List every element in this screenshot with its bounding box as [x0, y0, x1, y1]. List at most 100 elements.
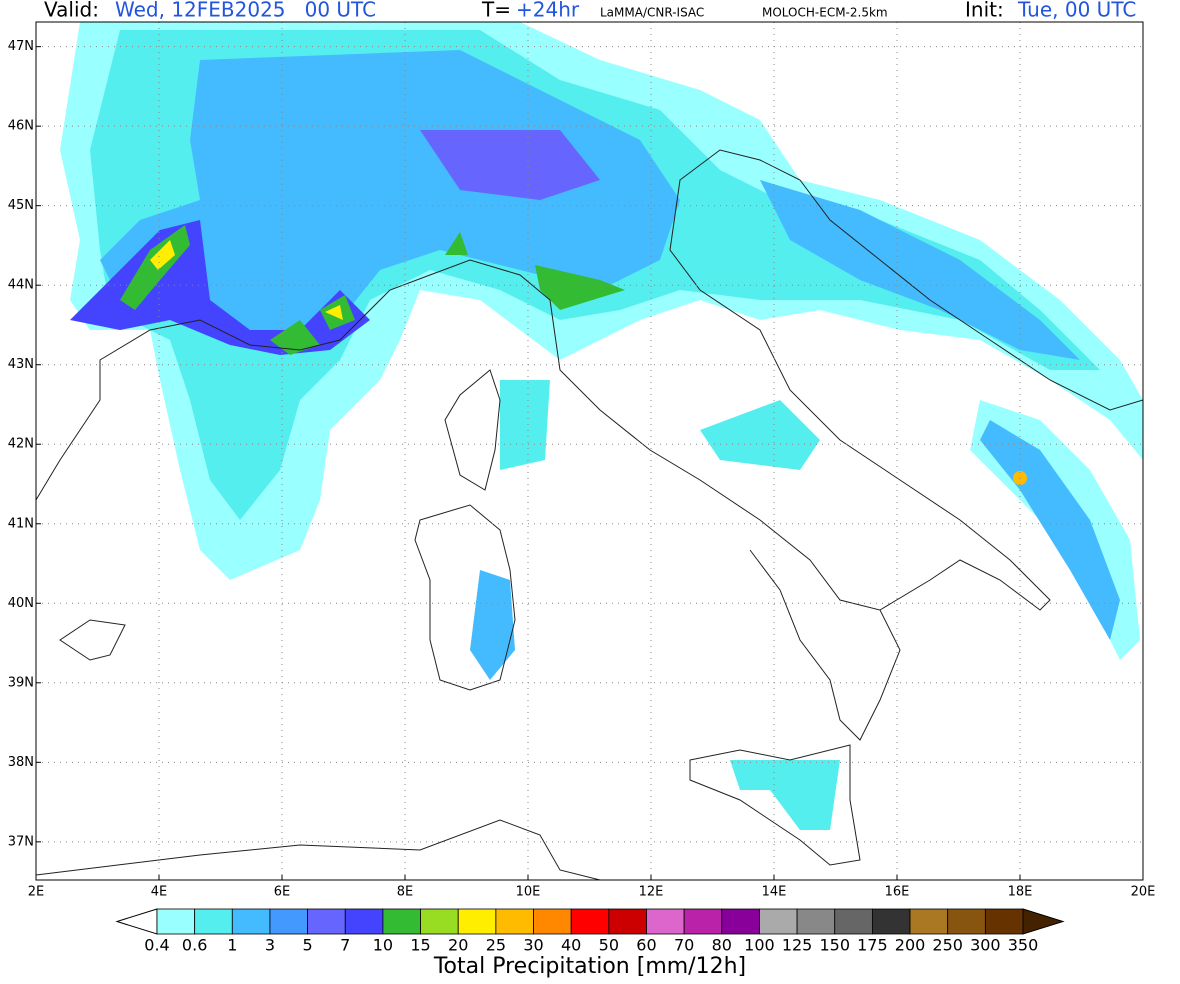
colorbar-label: 300 — [970, 936, 1001, 955]
lon-tick-label: 8E — [397, 885, 414, 900]
coast-africa — [36, 819, 601, 880]
colorbar-label: 30 — [523, 936, 543, 955]
precip-blue — [100, 50, 680, 350]
colorbar-box — [269, 908, 309, 935]
header: Valid: Wed, 12FEB2025 00 UTC T= +24hr La… — [44, 0, 1136, 22]
colorbar-box — [834, 908, 873, 935]
grid — [36, 22, 1143, 880]
precip-central — [700, 400, 820, 470]
colorbar-box — [608, 908, 647, 935]
precip-sicily — [730, 760, 840, 830]
valid-label: Valid: — [44, 0, 99, 22]
coast-sicily — [689, 744, 861, 866]
lat-tick-label: 40N — [8, 596, 34, 611]
colorbar-box — [533, 908, 572, 935]
lon-tick-label: 20E — [1131, 885, 1156, 900]
precip-sardinia — [470, 570, 515, 680]
colorbar-box — [947, 908, 986, 935]
colorbar-label: 7 — [340, 936, 350, 955]
colorbar: 0.4 0.6 1 3 5 7 10 15 20 25 30 40 50 60 70 80 100 125 150 1… — [115, 908, 1065, 955]
colorbar-box — [420, 908, 459, 935]
lon-tick-label: 10E — [516, 885, 541, 900]
lon-tick-label: 4E — [151, 885, 168, 900]
colorbar-box — [344, 908, 384, 935]
colorbar-label: 80 — [712, 936, 732, 955]
lon-tick-label: 16E — [885, 885, 910, 900]
lon-tick-label: 2E — [28, 885, 45, 900]
coast-corsica — [444, 369, 501, 491]
colorbar-label: 200 — [895, 936, 926, 955]
lat-tick-label: 39N — [8, 675, 34, 690]
lat-tick-label: 44N — [8, 278, 34, 293]
lat-tick-label: 46N — [8, 119, 34, 134]
colorbar-box — [759, 908, 798, 935]
colorbar-label: 50 — [599, 936, 619, 955]
colorbar-under — [115, 908, 158, 935]
colorbar-box — [909, 908, 949, 935]
valid-time: Wed, 12FEB2025 00 UTC — [115, 0, 376, 22]
precip-field — [60, 22, 1143, 830]
coast-sardinia — [414, 504, 516, 691]
map-area — [36, 22, 1143, 880]
colorbar-label: 25 — [486, 936, 506, 955]
lat-tick-label: 45N — [8, 198, 34, 213]
lat-tick-label: 37N — [8, 834, 34, 849]
lat-tick-label: 42N — [8, 437, 34, 452]
colorbar-box — [194, 908, 233, 935]
colorbar-label: 125 — [782, 936, 813, 955]
t-label: T= — [481, 0, 511, 22]
lon-tick-label: 14E — [762, 885, 787, 900]
colorbar-label: 0.4 — [144, 936, 169, 955]
colorbar-label: 175 — [857, 936, 888, 955]
axis-ticks: 2E 4E 6E 8E 10E 12E 14E 16E 18E 20E 37N 38N 39N 40N 41… — [8, 39, 1156, 899]
precip-dark — [70, 220, 370, 355]
colorbar-box — [457, 908, 497, 935]
plot-frame — [35, 21, 1144, 881]
colorbar-label: 100 — [744, 936, 775, 955]
colorbar-label: 0.6 — [182, 936, 207, 955]
precip-dark — [420, 130, 600, 200]
precip-green — [445, 232, 468, 255]
lat-tick-label: 47N — [8, 39, 34, 54]
precip-blue — [760, 180, 1080, 360]
colorbar-label: 60 — [636, 936, 656, 955]
colorbar-box — [570, 908, 610, 935]
coastlines — [36, 149, 1143, 880]
lat-tick-label: 38N — [8, 755, 34, 770]
colorbar-label: 70 — [674, 936, 694, 955]
model: MOLOCH-ECM-2.5km — [762, 6, 888, 20]
init-label: Init: — [965, 0, 1004, 22]
colorbar-box — [683, 908, 723, 935]
colorbar-label: 150 — [819, 936, 850, 955]
source: LaMMA/CNR-ISAC — [600, 6, 704, 20]
precip-green — [120, 225, 190, 310]
lon-tick-label: 12E — [639, 885, 664, 900]
lon-tick-label: 18E — [1008, 885, 1033, 900]
forecast-step: +24hr — [516, 0, 580, 22]
colorbar-box — [307, 908, 346, 935]
colorbar-label: 20 — [448, 936, 468, 955]
colorbar-label: 5 — [303, 936, 313, 955]
lat-tick-label: 41N — [8, 516, 34, 531]
colorbar-title: Total Precipitation [mm/12h] — [433, 954, 746, 979]
coast-adriatic — [669, 149, 1143, 611]
precip-yellow — [150, 240, 175, 270]
colorbar-label: 40 — [561, 936, 581, 955]
colorbar-label: 15 — [410, 936, 430, 955]
colorbar-box — [646, 908, 685, 935]
coast-france — [36, 259, 901, 741]
precip-corsica — [500, 380, 550, 470]
colorbar-box — [871, 908, 911, 935]
colorbar-label: 350 — [1008, 936, 1039, 955]
colorbar-over — [1022, 908, 1065, 935]
colorbar-box — [721, 908, 760, 935]
coast-balearic — [59, 619, 126, 661]
colorbar-box — [796, 908, 836, 935]
colorbar-label: 10 — [373, 936, 393, 955]
lat-tick-label: 43N — [8, 357, 34, 372]
colorbar-box — [984, 908, 1024, 935]
init-time: Tue, 00 UTC — [1017, 0, 1136, 22]
colorbar-label: 3 — [265, 936, 275, 955]
colorbar-box — [495, 908, 534, 935]
